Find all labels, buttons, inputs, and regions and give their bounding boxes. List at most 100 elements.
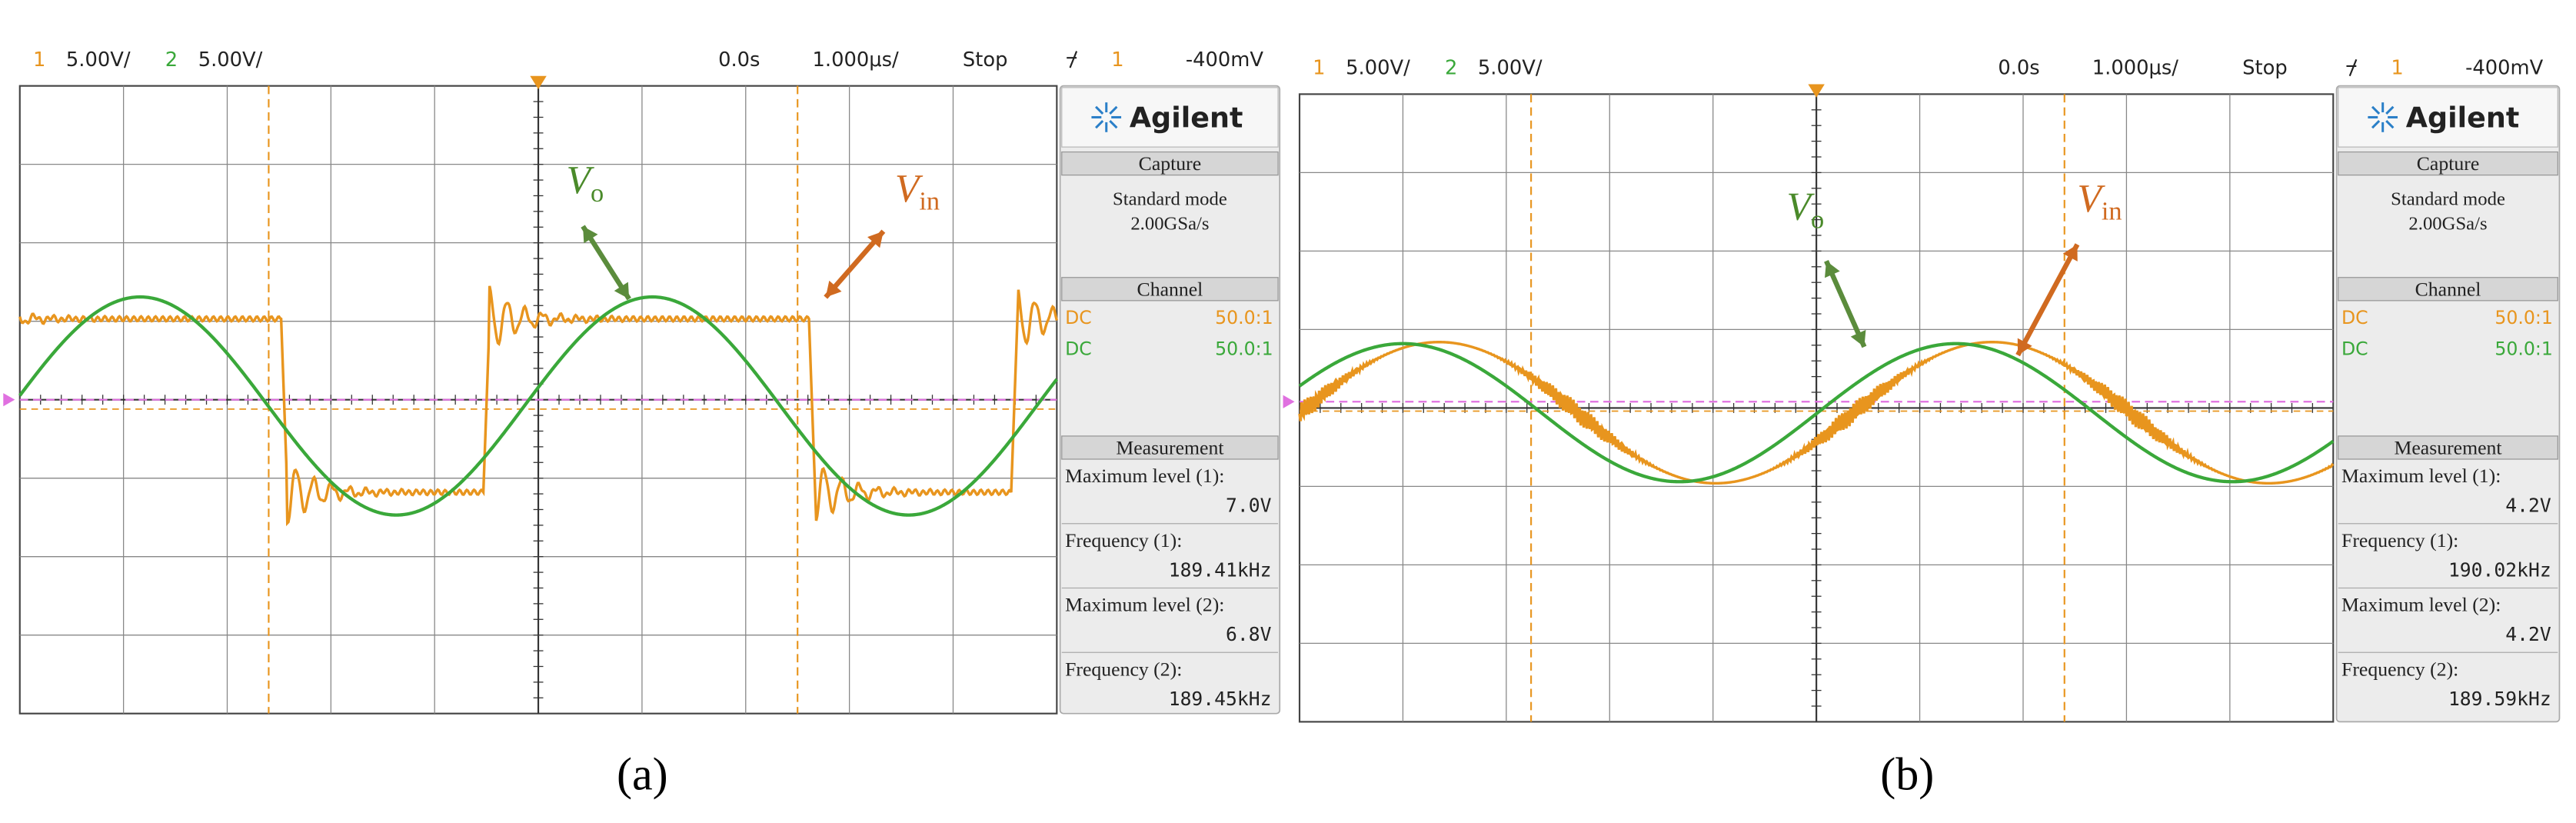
header-trig-level: -400mV [1186,48,1264,72]
brand-spark [2371,119,2381,129]
arrow-head [825,280,842,298]
measurement-value: 189.41kHz [1169,558,1272,581]
annotation-vo: Vo [567,158,604,208]
waveform-ch2 [18,295,1059,517]
header-ch2-scale: 5.00V/ [1478,57,1543,80]
channel-probe: 50.0:1 [2494,307,2553,328]
measurement-value: 189.45kHz [1169,688,1272,710]
trigger-icon [2346,58,2358,77]
arrow-head [1850,329,1866,347]
header-trig-ch: 1 [2391,57,2403,80]
annotation-sub: in [2102,197,2122,226]
trigger-icon [1067,51,1078,68]
measurement-label: Frequency (2): [1065,658,1182,680]
header-timebase: 1.000μs/ [813,48,900,72]
waveform-ch2 [1298,342,2335,484]
arrow-shaft [1824,259,1867,348]
arrow-shaft [2015,243,2080,357]
brand: Agilent [1130,101,1243,134]
channel-coupling: DC [2341,338,2368,360]
trigger-marker [1808,84,1825,98]
brand-spark [2385,105,2395,115]
brand: Agilent [2406,101,2520,134]
brand-spark [2385,119,2395,129]
section-bar [1061,151,1279,176]
arrow-head [2017,338,2032,355]
measurement-label: Maximum level (2): [2341,594,2501,616]
measurement-value: 4.2V [2505,495,2551,517]
channel-probe: 50.0:1 [1215,338,1273,360]
measurement-value: 189.59kHz [2448,688,2551,710]
measurement-value: 4.2V [2505,623,2551,645]
panel-label: (b) [1880,748,1934,800]
measurement-label: Maximum level (1): [2341,465,2501,487]
section-title: Capture [2417,152,2480,175]
section-bar [2338,151,2558,176]
channel-coupling: DC [1065,307,1092,328]
header-ch1: 1 [33,48,45,72]
header-state: Stop [2242,57,2288,80]
header-ch2-scale: 5.00V/ [198,48,263,72]
arrow-head [583,226,598,244]
arrow-head [1825,261,1840,278]
header-ch2: 2 [165,48,178,72]
brand-spark [1095,105,1104,115]
section-bar [2338,435,2558,460]
section-bar [1061,435,1279,460]
arrow-head [614,282,630,299]
channel-probe: 50.0:1 [1215,307,1273,328]
header-time: 0.0s [718,48,760,72]
trigger-marker [530,75,547,89]
level-marker [1283,395,1295,408]
section-bar [2338,277,2558,302]
panel-label: (a) [617,748,668,800]
section-bar [1061,277,1279,302]
annotation-vin: Vin [2077,177,2122,226]
brand-spark [1095,119,1104,129]
section-title: Measurement [1116,437,1223,459]
annotation-vin: Vin [895,167,940,216]
sidebar [2335,85,2561,723]
header-trig-ch: 1 [1111,48,1123,72]
header-trig-level: -400mV [2465,57,2544,80]
waveform-ch1 [1298,341,2335,485]
channel-coupling: DC [1065,338,1092,360]
sidebar [1059,85,1281,715]
annotation-vo: Vo [1786,185,1824,235]
capture-mode: Standard mode [1113,188,1227,209]
header-ch1-scale: 5.00V/ [66,48,131,72]
section-title: Capture [1139,152,1202,175]
section-title: Measurement [2394,437,2501,459]
sample-rate: 2.00GSa/s [1130,213,1209,234]
channel-probe: 50.0:1 [2494,338,2553,360]
arrow-head [2062,244,2078,262]
brand-spark [1109,105,1118,115]
header-time: 0.0s [1998,57,2039,80]
channel-coupling: DC [2341,307,2368,328]
annotation-sub: in [919,187,940,216]
header-ch1: 1 [1313,57,1325,80]
measurement-label: Maximum level (1): [1065,465,1224,487]
measurement-label: Frequency (2): [2341,658,2458,680]
annotation-main: V [1786,185,1815,229]
brand-spark [2371,105,2381,115]
measurement-label: Frequency (1): [1065,529,1182,551]
header-ch2: 2 [1445,57,1457,80]
brand-spark [1109,119,1118,129]
annotation-main: V [567,158,595,202]
header-state: Stop [963,48,1008,72]
annotation-main: V [895,167,924,211]
section-title: Channel [2415,278,2481,300]
measurement-label: Maximum level (2): [1065,594,1224,616]
measurement-value: 7.0V [1226,495,1272,517]
sample-rate: 2.00GSa/s [2408,213,2487,234]
annotation-sub: o [591,178,604,208]
level-marker [3,393,15,407]
measurement-value: 6.8V [1226,623,1272,645]
measurement-label: Frequency (1): [2341,529,2458,551]
